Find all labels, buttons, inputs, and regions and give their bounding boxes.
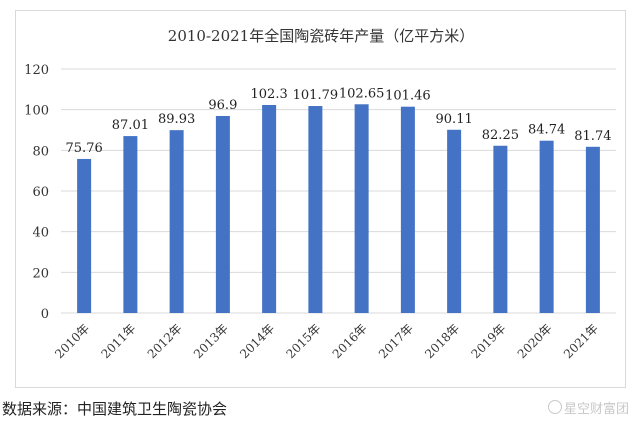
- source-note: 数据来源：中国建筑卫生陶瓷协会: [2, 400, 228, 418]
- chart-frame: 2010-2021年全国陶瓷砖年产量（亿平方米） 0 20 40 60 80 100 120…: [15, 10, 626, 388]
- grid-lines: [61, 68, 616, 314]
- data-label: 101.79: [293, 88, 339, 103]
- data-label: 96.9: [208, 98, 237, 113]
- bar: [262, 104, 277, 314]
- bar: [493, 145, 508, 313]
- data-label: 102.65: [339, 86, 385, 101]
- x-tick-label: 2019年: [469, 321, 509, 361]
- watermark: 星空财富团: [548, 398, 629, 417]
- watermark-text: 星空财富团: [564, 402, 630, 417]
- bar: [77, 158, 92, 313]
- bar: [215, 115, 230, 313]
- bar: [539, 140, 554, 313]
- y-tick-label: 80: [32, 144, 49, 159]
- chart-title: 2010-2021年全国陶瓷砖年产量（亿平方米）: [168, 27, 474, 45]
- bar: [354, 104, 369, 313]
- x-tick-label: 2021年: [561, 321, 601, 361]
- bar: [585, 146, 600, 313]
- x-tick-label: 2016年: [330, 321, 370, 361]
- bar: [169, 130, 184, 313]
- y-tick-label: 20: [32, 266, 49, 281]
- x-tick-label: 2011年: [99, 321, 139, 361]
- x-tick-label: 2017年: [376, 321, 416, 361]
- data-label: 90.11: [436, 112, 473, 127]
- data-label: 75.76: [66, 141, 103, 156]
- bar: [123, 136, 138, 313]
- y-tick-label: 0: [41, 307, 49, 322]
- x-tick-label: 2013年: [191, 321, 231, 361]
- bar: [308, 106, 323, 313]
- y-tick-label: 120: [24, 63, 49, 78]
- x-tick-label: 2020年: [515, 321, 555, 361]
- data-label: 87.01: [112, 118, 149, 133]
- x-tick-label: 2010年: [52, 321, 92, 361]
- bar-chart: 2010-2021年全国陶瓷砖年产量（亿平方米） 0 20 40 60 80 100 120…: [24, 27, 616, 361]
- y-tick-label: 60: [32, 185, 49, 200]
- data-label: 101.46: [385, 89, 431, 104]
- bars: [77, 104, 600, 314]
- weibo-icon: [548, 400, 562, 414]
- x-tick-label: 2012年: [145, 321, 185, 361]
- data-label: 89.93: [158, 112, 195, 127]
- y-tick-label: 40: [32, 226, 49, 241]
- x-tick-label: 2015年: [284, 321, 324, 361]
- data-labels: 75.76 87.01 89.93 96.9 102.3 101.79 102.65 101.…: [66, 86, 612, 156]
- bar: [400, 106, 415, 313]
- data-label: 84.74: [528, 123, 565, 138]
- data-label: 82.25: [482, 128, 519, 143]
- data-label: 102.3: [251, 87, 288, 102]
- x-axis-ticks: 2010年 2011年 2012年 2013年 2014年 2015年 2016年 2017年…: [52, 321, 601, 361]
- x-tick-label: 2014年: [237, 321, 277, 361]
- y-tick-label: 100: [24, 104, 49, 119]
- bar: [447, 129, 462, 313]
- y-axis-ticks: 0 20 40 60 80 100 120: [24, 63, 49, 322]
- x-tick-label: 2018年: [422, 321, 462, 361]
- data-label: 81.74: [574, 129, 611, 144]
